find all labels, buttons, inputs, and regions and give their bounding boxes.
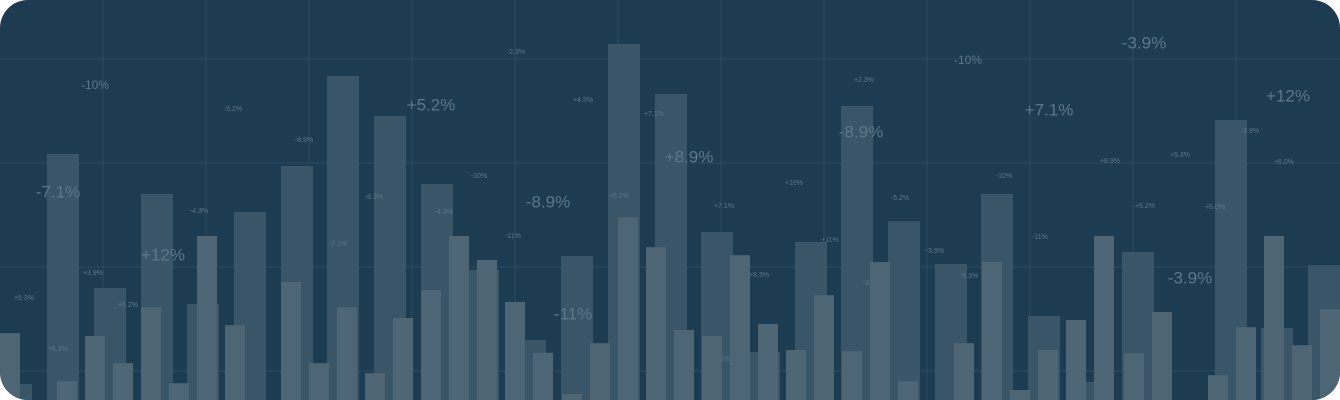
percent-change-label: +6.0% xyxy=(1274,159,1294,166)
percent-change-label: +7.1% xyxy=(714,203,734,210)
foreground-bar xyxy=(421,290,441,400)
percent-change-label: +8.3% xyxy=(749,272,769,279)
foreground-bar xyxy=(281,282,301,400)
foreground-bar xyxy=(562,394,582,400)
foreground-bar xyxy=(1066,320,1086,400)
percent-change-label: -8.9% xyxy=(526,192,570,211)
foreground-bar xyxy=(954,343,974,400)
percent-change-label: +7.1% xyxy=(644,111,664,118)
percent-change-label: +5.3% xyxy=(48,346,68,353)
percent-change-label: +6.0% xyxy=(1205,204,1225,211)
foreground-bar xyxy=(814,295,834,400)
foreground-bar xyxy=(309,363,329,400)
percent-change-label: +12% xyxy=(1266,86,1310,105)
foreground-bar xyxy=(702,336,722,400)
percent-change-label: -7.1% xyxy=(36,182,80,201)
percent-change-label: -3.9% xyxy=(1122,33,1166,52)
percent-change-label: +5.2% xyxy=(1135,203,1155,210)
foreground-bar xyxy=(1124,353,1144,400)
percent-change-label: +8.9% xyxy=(1100,158,1120,165)
foreground-bar xyxy=(786,350,806,400)
percent-change-label: +5.2% xyxy=(407,95,456,114)
foreground-bar xyxy=(898,381,918,400)
percent-change-label: -5.2% xyxy=(224,106,242,113)
foreground-bar xyxy=(337,307,357,400)
percent-change-label: -10% xyxy=(954,53,982,67)
foreground-bar xyxy=(169,383,189,400)
percent-change-label: -3.9% xyxy=(1241,128,1259,135)
foreground-bar xyxy=(1038,350,1058,400)
foreground-bar xyxy=(533,352,553,400)
foreground-bar xyxy=(1152,312,1172,400)
percent-change-label: -11% xyxy=(554,304,592,323)
foreground-bar xyxy=(57,381,77,400)
foreground-bar xyxy=(590,343,610,400)
foreground-bar xyxy=(1320,309,1340,400)
foreground-bar xyxy=(646,247,666,400)
foreground-bar xyxy=(449,236,469,400)
percent-change-label: +2.3% xyxy=(854,77,874,84)
foreground-bar xyxy=(870,262,890,400)
percent-change-label: +10% xyxy=(785,180,803,187)
background-bar xyxy=(561,256,593,400)
percent-change-label: -11% xyxy=(1032,234,1048,241)
background-bar xyxy=(47,154,79,400)
percent-change-label: +8.9% xyxy=(665,147,714,166)
foreground-bar xyxy=(365,373,385,400)
percent-change-label: -8.9% xyxy=(295,137,313,144)
percent-change-label: -5.3% xyxy=(960,273,978,280)
foreground-bar xyxy=(674,330,694,400)
percent-change-label: -8.3% xyxy=(365,194,383,201)
percent-change-label: +5.3% xyxy=(14,295,34,302)
foreground-bar xyxy=(982,262,1002,400)
foreground-bar xyxy=(618,217,638,400)
foreground-bar xyxy=(505,302,525,400)
percent-change-label: -2.3% xyxy=(507,49,525,56)
foreground-bar xyxy=(141,307,161,400)
foreground-bar xyxy=(0,333,20,400)
percent-change-label: -4.3% xyxy=(190,208,208,215)
percent-change-label: +4.3% xyxy=(573,97,593,104)
percent-change-label: -3.9% xyxy=(926,248,944,255)
percent-change-label: -4.3% xyxy=(435,209,453,216)
percent-change-label: +5.2% xyxy=(118,302,138,309)
percent-change-label: +5.2% xyxy=(609,193,629,200)
percent-change-label: +12% xyxy=(141,245,185,264)
percent-change-label: -5.2% xyxy=(891,195,909,202)
percent-change-label: +7.1% xyxy=(1025,100,1074,119)
percent-change-label: -10% xyxy=(471,173,487,180)
percent-change-label: -7.1% xyxy=(329,241,347,248)
background-bar xyxy=(888,221,920,400)
percent-change-label: -11% xyxy=(505,233,521,240)
percent-change-label: +5.3% xyxy=(1170,152,1190,159)
foreground-bar xyxy=(1292,345,1312,400)
foreground-bar xyxy=(477,260,497,400)
foreground-bar xyxy=(113,363,133,400)
foreground-bar xyxy=(393,318,413,400)
foreground-bar xyxy=(1208,375,1228,400)
percent-change-label: +3.9% xyxy=(83,270,103,277)
background-bar xyxy=(841,106,873,400)
percent-change-label: -3.9% xyxy=(1168,268,1212,287)
foreground-bar xyxy=(1010,390,1030,400)
foreground-bar xyxy=(225,325,245,400)
foreground-bar xyxy=(1264,236,1284,400)
foreground-bar xyxy=(842,351,862,400)
foreground-bar xyxy=(758,324,778,400)
foreground-bar xyxy=(85,336,105,400)
percent-change-label: +11% xyxy=(821,237,839,244)
percent-change-label: -10% xyxy=(996,173,1012,180)
percent-change-label: -8.9% xyxy=(839,122,883,141)
foreground-bar xyxy=(730,255,750,400)
percent-change-label: -10% xyxy=(81,78,109,92)
foreground-bar xyxy=(1236,327,1256,400)
foreground-bar xyxy=(197,236,217,400)
foreground-bar xyxy=(1094,236,1114,400)
